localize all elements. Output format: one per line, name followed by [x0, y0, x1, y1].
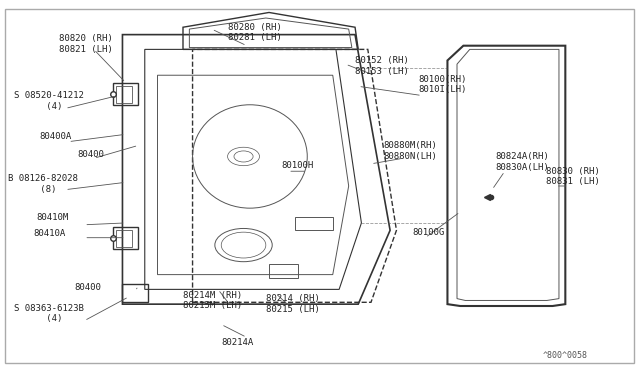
Text: 80152 (RH)
80153 (LH): 80152 (RH) 80153 (LH)	[355, 56, 409, 76]
Text: S 08363-6123B
      (4): S 08363-6123B (4)	[14, 304, 84, 323]
Text: S 08520-41212
      (4): S 08520-41212 (4)	[14, 92, 84, 111]
Bar	[113, 83, 138, 105]
Bar	[294, 217, 333, 230]
Text: ^800^0058: ^800^0058	[543, 350, 588, 359]
Text: 80100(RH)
8010I(LH): 80100(RH) 8010I(LH)	[419, 75, 467, 94]
Text: 80400: 80400	[78, 150, 105, 159]
Bar	[122, 284, 148, 302]
Text: 80280 (RH)
80281 (LH): 80280 (RH) 80281 (LH)	[228, 23, 282, 42]
Text: 80100G: 80100G	[412, 228, 445, 237]
Text: 80820 (RH)
80821 (LH): 80820 (RH) 80821 (LH)	[59, 34, 113, 54]
Text: 80214A: 80214A	[221, 339, 253, 347]
Text: 80400: 80400	[75, 283, 102, 292]
Text: 80824A(RH)
80830A(LH): 80824A(RH) 80830A(LH)	[495, 152, 549, 172]
Text: 80214M (RH)
80215M (LH): 80214M (RH) 80215M (LH)	[183, 291, 242, 310]
Text: 80214 (RH)
80215 (LH): 80214 (RH) 80215 (LH)	[266, 295, 319, 314]
Text: 80830 (RH)
80831 (LH): 80830 (RH) 80831 (LH)	[546, 167, 600, 186]
Text: 80880M(RH)
80880N(LH): 80880M(RH) 80880N(LH)	[384, 141, 438, 161]
Text: 80100H: 80100H	[282, 161, 314, 170]
Text: 80400A: 80400A	[40, 132, 72, 141]
Text: 80410A: 80410A	[33, 230, 65, 238]
Text: B 08126-82028
      (8): B 08126-82028 (8)	[8, 174, 77, 194]
Bar	[269, 263, 298, 278]
Bar	[116, 86, 132, 103]
Bar	[116, 230, 132, 247]
Bar	[113, 227, 138, 249]
Text: 80410M: 80410M	[36, 213, 68, 222]
